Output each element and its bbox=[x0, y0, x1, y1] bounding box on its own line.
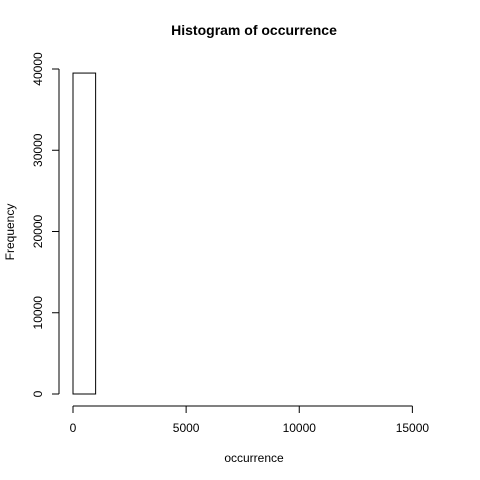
y-axis-ticks: 0 10000 20000 30000 40000 bbox=[31, 52, 59, 397]
x-tick-label: 0 bbox=[70, 421, 77, 435]
x-tick-label: 15000 bbox=[396, 421, 430, 435]
chart-title: Histogram of occurrence bbox=[171, 22, 337, 38]
y-tick-label: 0 bbox=[31, 390, 45, 397]
y-tick-label: 30000 bbox=[31, 133, 45, 167]
x-tick-label: 5000 bbox=[173, 421, 200, 435]
x-tick-label: 10000 bbox=[283, 421, 317, 435]
y-axis-label: Frequency bbox=[3, 204, 17, 261]
histogram-bar-0 bbox=[72, 72, 97, 395]
x-axis-ticks: 0 5000 10000 15000 bbox=[70, 406, 430, 435]
y-tick-label: 20000 bbox=[31, 214, 45, 248]
x-axis-label: occurrence bbox=[224, 451, 284, 465]
histogram-bars bbox=[72, 72, 97, 395]
y-tick-label: 10000 bbox=[31, 296, 45, 330]
y-tick-label: 40000 bbox=[31, 52, 45, 86]
